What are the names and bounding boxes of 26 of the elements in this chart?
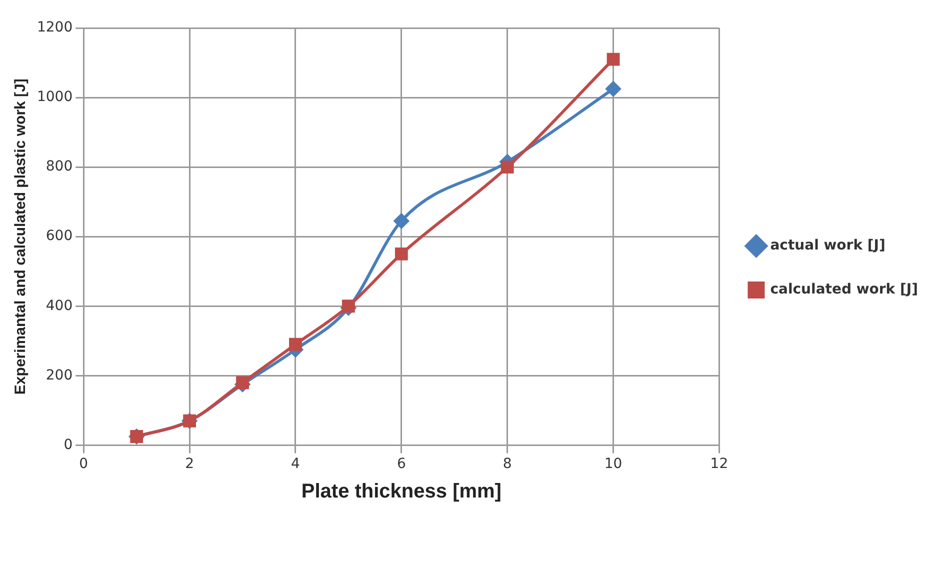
x-tick-label: 12 xyxy=(710,456,728,472)
point xyxy=(342,300,355,313)
x-tick-label: 2 xyxy=(185,456,194,472)
x-tick-label: 4 xyxy=(291,456,300,472)
point xyxy=(606,52,620,66)
x-axis-title: Plate thickness [mm] xyxy=(301,480,502,503)
x-tick-label: 0 xyxy=(79,456,88,472)
y-axis-title: Experimantal and calculated plastic work [J] xyxy=(12,78,30,395)
y-tick-label: 0 xyxy=(64,436,73,453)
point xyxy=(236,376,249,390)
x-tick-label: 8 xyxy=(502,456,512,472)
y-tick-label: 1200 xyxy=(36,20,73,36)
x-tick-label: 10 xyxy=(604,456,622,472)
y-tick-label: 1000 xyxy=(36,89,73,106)
y-tick-label: 200 xyxy=(46,367,73,384)
point xyxy=(394,213,409,228)
y-tick-label: 800 xyxy=(46,158,73,175)
x-tick-label: 6 xyxy=(396,456,406,472)
point xyxy=(289,338,302,351)
point xyxy=(500,160,514,174)
y-tick-label: 600 xyxy=(46,228,73,244)
legend-label: actual work [J] xyxy=(770,238,886,254)
y-tick-label: 400 xyxy=(46,298,73,314)
point xyxy=(606,81,621,96)
legend-label: calculated work [J] xyxy=(770,282,918,298)
point xyxy=(394,248,408,260)
